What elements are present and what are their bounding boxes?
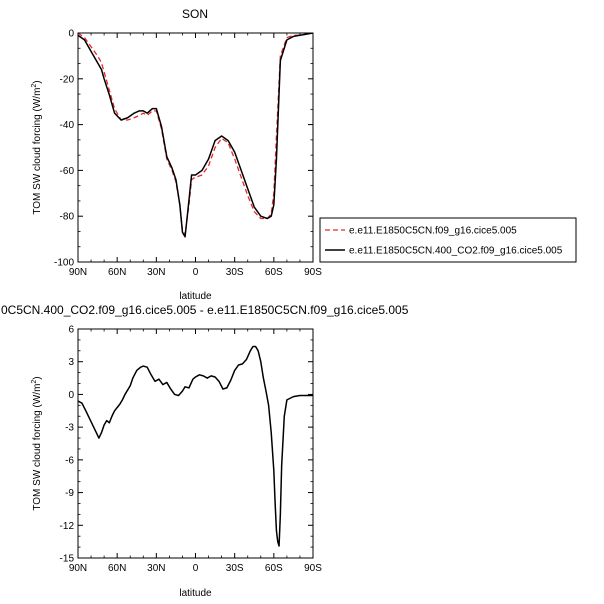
bottom-panel-xtick-label-3: 0 bbox=[193, 563, 199, 574]
top-panel-xlabel: latitude bbox=[179, 291, 212, 302]
top-panel-ytick-label-0: -100 bbox=[54, 258, 74, 269]
bottom-panel-xtick-label-0: 90N bbox=[69, 563, 87, 574]
bottom-panel-ytick-label-2: -9 bbox=[65, 488, 74, 499]
top-panel-xtick-label-6: 90S bbox=[304, 267, 322, 278]
bottom-panel-xtick-label-6: 90S bbox=[304, 563, 322, 574]
bottom-panel-series-0 bbox=[78, 345, 313, 547]
bottom-panel-tick-labels: 90N 60N 30N 0 30S 60S 90S -15 -12 -9 -6 -3 0 3 6 bbox=[60, 325, 323, 575]
bottom-panel-ylabel-main: TOM SW cloud forcing (W/m bbox=[32, 384, 43, 511]
top-panel-xtick-label-3: 0 bbox=[193, 267, 199, 278]
top-panel-ylabel-close: ) bbox=[32, 80, 43, 83]
legend: e.e11.E1850C5CN.f09_g16.cice5.005 e.e11.… bbox=[319, 217, 577, 263]
bottom-panel: 0C5CN.400_CO2.f09_g16.cice5.005 - e.e11.… bbox=[1, 303, 409, 599]
bottom-panel-xlabel: latitude bbox=[179, 588, 212, 599]
top-panel-xtick-label-5: 60S bbox=[265, 267, 283, 278]
top-panel-ytick-label-2: -60 bbox=[60, 166, 75, 177]
bottom-panel-xtick-label-1: 60N bbox=[108, 563, 126, 574]
bottom-panel-ytick-label-0: -15 bbox=[60, 554, 75, 565]
bottom-panel-frame bbox=[77, 328, 314, 559]
top-panel-ytick-label-5: 0 bbox=[68, 29, 74, 40]
top-panel-xtick-label-4: 30S bbox=[226, 267, 244, 278]
legend-label-1: e.e11.E1850C5CN.400_CO2.f09_g16.cice5.00… bbox=[349, 246, 563, 257]
top-panel-ytick-label-3: -40 bbox=[60, 120, 75, 131]
top-panel-title: SON bbox=[182, 7, 208, 21]
bottom-panel-ytick-label-5: 0 bbox=[68, 390, 74, 401]
bottom-panel-ylabel-sup: 2 bbox=[31, 380, 38, 384]
top-panel-xtick-label-1: 60N bbox=[108, 267, 126, 278]
legend-box bbox=[319, 217, 577, 263]
bottom-panel-ylabel: TOM SW cloud forcing (W/m2) bbox=[31, 376, 43, 510]
top-panel-frame bbox=[77, 32, 314, 263]
top-panel-ytick-label-1: -80 bbox=[60, 212, 75, 223]
top-panel-series bbox=[78, 33, 313, 238]
bottom-panel-ylabel-close: ) bbox=[32, 376, 43, 379]
bottom-panel-xtick-label-2: 30N bbox=[147, 563, 165, 574]
top-panel-ytick-label-4: -20 bbox=[60, 74, 75, 85]
bottom-panel-xtick-label-5: 60S bbox=[265, 563, 283, 574]
top-panel-xtick-label-0: 90N bbox=[69, 267, 87, 278]
bottom-panel-ytick-label-1: -12 bbox=[60, 521, 75, 532]
top-panel-tick-labels: 90N 60N 30N 0 30S 60S 90S -100 -80 -60 -40 -20 0 bbox=[54, 29, 322, 279]
top-panel-ylabel-main: TOM SW cloud forcing (W/m bbox=[32, 88, 43, 215]
bottom-panel-title: 0C5CN.400_CO2.f09_g16.cice5.005 - e.e11.… bbox=[1, 303, 409, 317]
legend-label-0: e.e11.E1850C5CN.f09_g16.cice5.005 bbox=[349, 226, 517, 237]
bottom-panel-ytick-label-4: -3 bbox=[65, 423, 74, 434]
bottom-panel-ytick-label-3: -6 bbox=[65, 455, 74, 466]
top-panel-series-1 bbox=[78, 33, 313, 238]
bottom-panel-series bbox=[78, 345, 313, 547]
bottom-panel-ytick-label-6: 3 bbox=[68, 357, 74, 368]
top-panel-xtick-label-2: 30N bbox=[147, 267, 165, 278]
top-panel: SON 90N 60N 30N 0 30S 60S 90S -100 -80 -60 -40 -20 0… bbox=[31, 7, 322, 302]
bottom-panel-ytick-label-7: 6 bbox=[68, 325, 74, 336]
top-panel-ylabel: TOM SW cloud forcing (W/m2) bbox=[31, 80, 43, 214]
bottom-panel-xtick-label-4: 30S bbox=[226, 563, 244, 574]
top-panel-ylabel-sup: 2 bbox=[31, 84, 38, 88]
